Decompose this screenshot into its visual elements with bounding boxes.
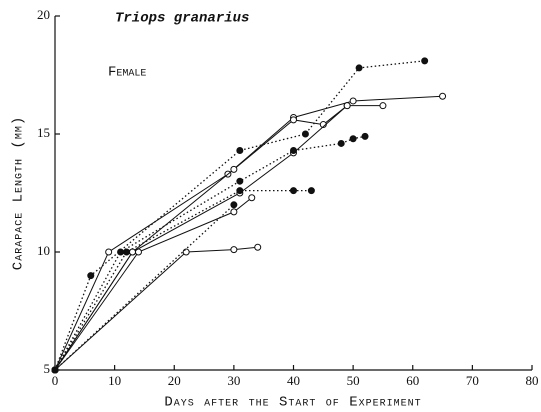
data-point — [230, 165, 238, 173]
x-tick-label: 60 — [406, 373, 419, 388]
series-line — [54, 105, 383, 371]
y-axis-label: Carapace Length (mm) — [11, 116, 27, 270]
data-point — [343, 102, 351, 110]
data-point — [230, 208, 238, 216]
data-point — [349, 97, 357, 105]
data-point — [379, 102, 387, 110]
data-point — [230, 246, 238, 254]
data-point — [236, 177, 244, 185]
x-tick-label: 30 — [227, 373, 240, 388]
x-axis-label: Days after the Start of Experiment — [164, 395, 421, 411]
data-point — [421, 57, 429, 65]
y-tick-label: 15 — [37, 125, 50, 140]
data-point — [117, 248, 125, 256]
data-point — [361, 132, 369, 140]
y-tick-label: 20 — [37, 7, 50, 22]
series-line — [54, 246, 258, 371]
data-point — [301, 130, 309, 138]
data-point — [87, 272, 95, 280]
data-point — [290, 187, 297, 195]
series-line — [54, 204, 235, 371]
data-point — [290, 116, 297, 124]
data-point — [105, 248, 113, 256]
data-point — [355, 64, 363, 72]
y-tick-label: 10 — [37, 243, 50, 258]
annotation: Female — [108, 65, 146, 81]
x-tick-label: 40 — [287, 373, 300, 388]
data-point — [290, 147, 297, 155]
data-point — [337, 139, 345, 147]
data-point — [236, 147, 244, 155]
x-tick-label: 70 — [466, 373, 479, 388]
series-line — [54, 189, 312, 371]
chart-title: Triops granarius — [115, 11, 249, 27]
data-point — [439, 92, 447, 100]
series-line — [54, 197, 253, 371]
data-point — [307, 187, 315, 195]
x-tick-label: 10 — [108, 373, 121, 388]
series-line — [54, 60, 425, 371]
data-point — [349, 135, 357, 143]
series-line — [54, 95, 443, 371]
data-point — [123, 248, 131, 256]
x-tick-label: 0 — [52, 373, 59, 388]
data-point — [248, 194, 256, 202]
x-tick-label: 80 — [526, 373, 539, 388]
data-point — [236, 187, 244, 195]
data-point — [129, 248, 137, 256]
x-tick-label: 50 — [347, 373, 360, 388]
data-point — [182, 248, 190, 256]
x-tick-label: 20 — [168, 373, 181, 388]
data-point — [51, 366, 59, 374]
series-line — [54, 135, 366, 371]
data-point — [230, 201, 238, 209]
y-tick-label: 5 — [44, 361, 51, 376]
data-point — [254, 243, 262, 251]
